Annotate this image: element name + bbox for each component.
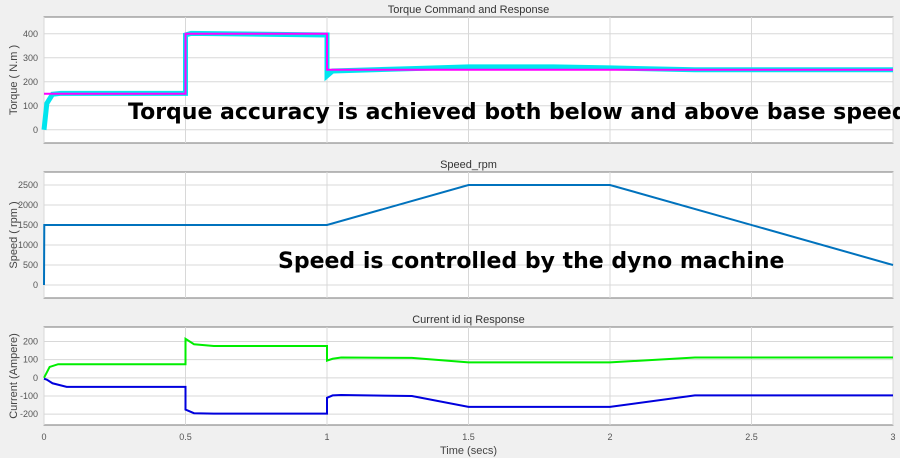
y-axis-label: Current (Ampere): [8, 333, 20, 419]
x-tick-label: 2: [607, 432, 612, 442]
y-tick-label: 2500: [18, 180, 38, 190]
y-axis-label: Speed ( rpm ): [8, 201, 20, 268]
x-tick-label: 0.5: [179, 432, 192, 442]
y-tick-label: 200: [23, 337, 38, 347]
y-tick-label: -100: [20, 391, 38, 401]
y-tick-label: 1000: [18, 240, 38, 250]
series-line-2-0: [43, 336, 893, 379]
series-line-1-0: [43, 184, 894, 286]
y-tick-label: 300: [23, 53, 38, 63]
panel-title: Speed_rpm: [440, 159, 497, 171]
y-tick-label: 400: [23, 29, 38, 39]
y-tick-label: 2000: [18, 200, 38, 210]
y-tick-label: 100: [23, 355, 38, 365]
y-tick-label: 500: [23, 260, 38, 270]
x-tick-label: 2.5: [745, 432, 758, 442]
series-line-0-1: [44, 32, 893, 95]
x-tick-label: 3: [890, 432, 895, 442]
x-tick-label: 1.5: [462, 432, 475, 442]
y-tick-label: 0: [33, 373, 38, 383]
panel-title: Current id iq Response: [412, 314, 525, 326]
series-line-2-1: [43, 377, 893, 415]
y-tick-label: 1500: [18, 220, 38, 230]
x-tick-label: 1: [324, 432, 329, 442]
y-axis-label: Torque ( N.m ): [8, 45, 20, 115]
panel-title: Torque Command and Response: [388, 4, 549, 16]
x-tick-label: 0: [41, 432, 46, 442]
y-tick-label: 0: [33, 280, 38, 290]
y-tick-label: 100: [23, 101, 38, 111]
y-tick-label: -200: [20, 409, 38, 419]
torque-annotation: Torque accuracy is achieved both below a…: [128, 100, 900, 125]
y-tick-label: 0: [33, 125, 38, 135]
x-axis-label: Time (secs): [440, 445, 497, 457]
speed-annotation: Speed is controlled by the dyno machine: [278, 249, 785, 274]
y-tick-label: 200: [23, 77, 38, 87]
